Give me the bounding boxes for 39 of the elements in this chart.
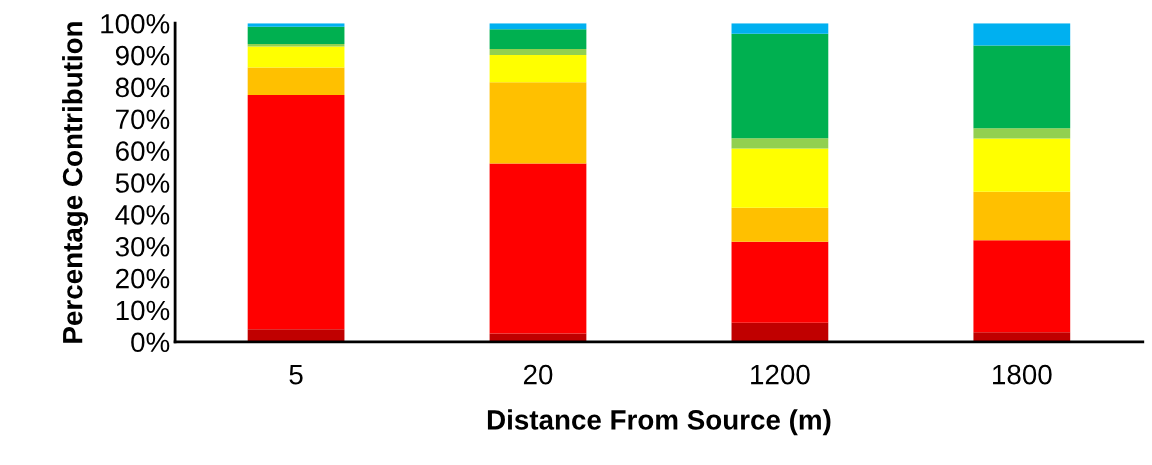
bar <box>973 23 1071 46</box>
y-tick-label: 30% <box>115 236 170 257</box>
bar <box>973 240 1071 333</box>
bar <box>247 94 345 330</box>
bar <box>731 148 829 208</box>
y-tick-label: 20% <box>116 268 170 289</box>
y-tick-label: 50% <box>115 173 170 193</box>
y-axis-title: Percentage Contribution <box>62 22 89 343</box>
bar <box>973 191 1071 241</box>
x-tick-label: 1800 <box>993 364 1052 385</box>
x-tick-label: 20 <box>523 364 553 385</box>
bar <box>247 26 345 44</box>
bar <box>973 128 1071 139</box>
bar <box>489 49 587 56</box>
y-tick-label: 70% <box>116 109 170 130</box>
y-tick-label: 0% <box>131 332 170 353</box>
y-tick-label: 40% <box>115 205 170 225</box>
bar <box>731 138 829 149</box>
bar <box>731 241 829 323</box>
bar <box>973 45 1071 129</box>
bar <box>489 29 587 50</box>
x-axis-title: Distance From Source (m) <box>487 409 831 436</box>
bar <box>731 23 829 34</box>
y-tick-label: 60% <box>116 141 170 161</box>
x-tick-label: 5 <box>289 365 303 385</box>
y-tick-label: 100% <box>101 13 170 34</box>
y-tick-label: 80% <box>115 77 170 98</box>
bar <box>489 82 587 164</box>
bar <box>731 33 829 139</box>
bar <box>731 207 829 242</box>
bar <box>247 67 345 95</box>
y-tick-label: 10% <box>116 300 170 321</box>
x-tick-label: 1200 <box>751 364 810 385</box>
y-tick-label: 90% <box>115 45 170 66</box>
bar <box>489 55 587 83</box>
bar <box>489 163 587 334</box>
bar <box>973 138 1071 192</box>
bar <box>247 43 345 47</box>
bar <box>247 46 345 68</box>
